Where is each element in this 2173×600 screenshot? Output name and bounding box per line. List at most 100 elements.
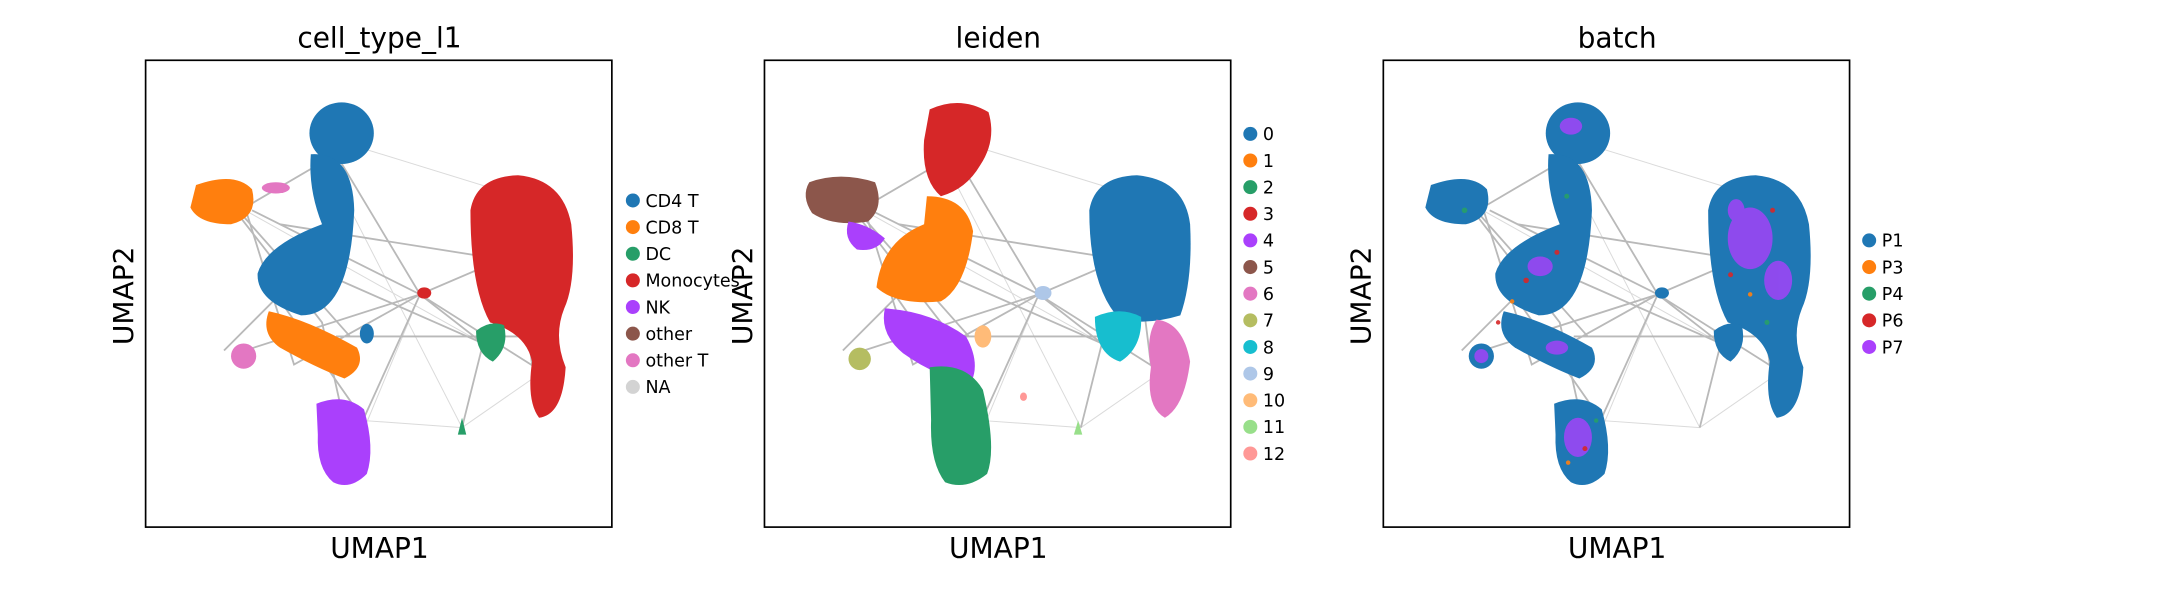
legend-label: 7 — [1263, 312, 1274, 332]
legend-label: P7 — [1882, 338, 1904, 358]
panel-title: cell_type_l1 — [297, 22, 461, 55]
cluster-cd8-t — [266, 311, 361, 379]
legend-label: 10 — [1263, 392, 1285, 412]
legend-label: 6 — [1263, 285, 1274, 305]
cluster-p4 — [1461, 193, 1770, 423]
legend-marker — [1862, 339, 1877, 354]
cluster-0 — [1089, 175, 1191, 322]
panel-title: leiden — [956, 22, 1041, 55]
legend-label: other T — [645, 352, 708, 372]
cluster-p1 — [1713, 323, 1744, 362]
panel-batch: batch — [1345, 22, 1904, 565]
embedding — [190, 102, 573, 486]
cluster-4 — [883, 308, 975, 382]
panel-title: batch — [1578, 22, 1657, 55]
panel-leiden: leiden — [726, 22, 1285, 565]
legend-label: 9 — [1263, 365, 1274, 385]
legend-marker — [1243, 260, 1258, 275]
cluster-9 — [1034, 285, 1052, 300]
paga-edges-faint — [1482, 139, 1792, 463]
legend-marker — [1243, 313, 1258, 328]
cluster-12 — [1019, 392, 1027, 401]
legend-label: 4 — [1263, 232, 1274, 252]
paga-edges-faint — [863, 139, 1173, 463]
legend-label: CD4 T — [645, 192, 698, 212]
legend-marker — [1243, 446, 1258, 461]
legend-marker — [1862, 286, 1877, 301]
cluster-8 — [1094, 311, 1142, 362]
legend-marker — [1243, 153, 1258, 168]
axes-frame — [1382, 59, 1851, 528]
legend: CD4 T CD8 T DC Monocytes NK other other T NA — [625, 192, 740, 398]
cluster-other-t — [231, 343, 257, 369]
legend-label: 8 — [1263, 338, 1274, 358]
legend-marker — [625, 379, 640, 394]
legend-label: P3 — [1882, 258, 1904, 278]
legend-marker — [1862, 260, 1877, 275]
legend-marker — [1862, 313, 1877, 328]
legend-marker — [625, 353, 640, 368]
legend-marker — [625, 220, 640, 235]
legend-label: P1 — [1882, 232, 1904, 252]
legend-label: 12 — [1263, 445, 1285, 465]
legend-marker — [625, 193, 640, 208]
y-axis-label: UMAP2 — [726, 247, 759, 346]
cluster-monocytes — [470, 175, 573, 418]
cluster-monocytes — [417, 287, 432, 299]
embedding — [805, 102, 1191, 486]
axes-frame — [144, 59, 613, 528]
legend-marker — [1243, 286, 1258, 301]
cluster-cd8-t — [190, 178, 254, 225]
legend-label: 2 — [1263, 178, 1274, 198]
cluster-p3 — [1509, 292, 1753, 465]
legend-marker — [1243, 180, 1258, 195]
legend-marker — [1243, 393, 1258, 408]
cluster-p7 — [1474, 117, 1793, 458]
y-axis-label: UMAP2 — [107, 247, 140, 346]
cluster-p1 — [1495, 154, 1592, 316]
legend-marker — [1862, 233, 1877, 248]
cluster-nk — [316, 399, 371, 486]
legend-marker — [1243, 126, 1258, 141]
legend-label: 0 — [1263, 125, 1274, 145]
legend-marker — [625, 300, 640, 315]
cluster-other-t — [261, 182, 290, 194]
x-axis-label: UMAP1 — [949, 532, 1047, 565]
cluster-cd4-t — [257, 154, 355, 316]
cluster-3 — [923, 102, 992, 197]
cluster-4 — [846, 221, 885, 250]
legend-marker — [1243, 419, 1258, 434]
legend-label: CD8 T — [645, 218, 698, 238]
legend-marker — [1243, 206, 1258, 221]
x-axis-label: UMAP1 — [330, 532, 428, 565]
cluster-10 — [974, 325, 992, 348]
cluster-6 — [1149, 319, 1191, 418]
embedding — [1425, 102, 1811, 486]
cluster-p6 — [1495, 207, 1776, 452]
cluster-p1 — [1654, 287, 1669, 299]
legend-marker — [625, 273, 640, 288]
legend-label: 11 — [1263, 418, 1285, 438]
cluster-5 — [805, 176, 879, 224]
cluster-11 — [1073, 420, 1083, 435]
legend-label: DC — [645, 245, 671, 265]
legend-label: P6 — [1882, 312, 1904, 332]
axes-frame — [763, 59, 1232, 528]
cluster-dc — [476, 323, 506, 362]
legend-label: NA — [645, 378, 670, 398]
cluster-dc — [457, 417, 467, 435]
legend-marker — [625, 246, 640, 261]
cluster-cd4-t — [359, 323, 374, 344]
cluster-p1 — [1545, 102, 1611, 165]
legend-label: 3 — [1263, 205, 1274, 225]
cluster-p1 — [1425, 178, 1489, 225]
legend-marker — [1243, 233, 1258, 248]
cluster-cd4-t — [309, 102, 374, 165]
legend-label: P4 — [1882, 285, 1904, 305]
legend-marker — [1243, 339, 1258, 354]
cluster-2 — [929, 366, 992, 486]
panel-cell-type-l1: cell_type_l1 — [107, 22, 740, 565]
legend-label: 5 — [1263, 258, 1274, 278]
